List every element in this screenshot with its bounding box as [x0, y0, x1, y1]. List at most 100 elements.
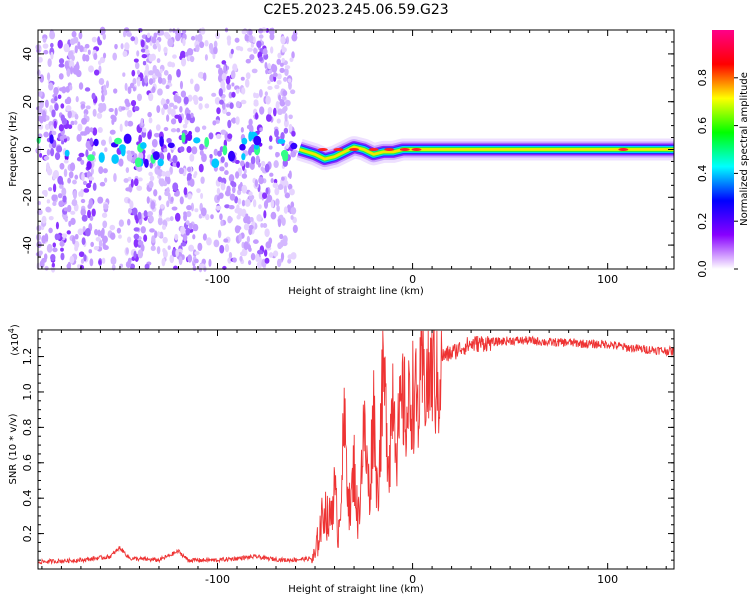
noise-blob [133, 178, 139, 187]
noise-blob [125, 101, 131, 107]
noise-blob [167, 105, 172, 115]
noise-blob [147, 111, 152, 118]
noise-blob [164, 175, 171, 183]
noise-blob [170, 108, 176, 117]
noise-blob [159, 231, 164, 239]
noise-blob [248, 191, 253, 196]
noise-blob [59, 162, 65, 170]
noise-blob [98, 166, 104, 174]
noise-blob [273, 178, 278, 184]
noise-blob [81, 237, 86, 246]
noise-blob [284, 65, 291, 70]
noise-blob [162, 247, 166, 253]
noise-blob [57, 39, 63, 49]
noise-blob [236, 214, 241, 220]
noise-blob [64, 46, 70, 52]
noise-blob [163, 148, 168, 153]
noise-blob [220, 156, 225, 163]
noise-blob [72, 190, 77, 200]
noise-blob [48, 227, 53, 234]
noise-blob [197, 71, 204, 79]
noise-blob [174, 212, 181, 222]
noise-blob [277, 218, 282, 228]
noise-blob [204, 103, 210, 109]
ridge-band [299, 146, 674, 160]
noise-blob [243, 223, 250, 231]
noise-blob [185, 227, 191, 236]
noise-blob [235, 171, 240, 179]
noise-blob [125, 187, 132, 192]
ridge-peak [368, 148, 379, 151]
noise-blob [159, 178, 165, 187]
noise-blob [235, 45, 242, 51]
noise-blob [176, 68, 181, 78]
noise-blob [76, 134, 82, 142]
noise-blob [263, 210, 267, 219]
noise-blob [290, 89, 296, 95]
noise-blob [125, 261, 131, 269]
noise-blob [282, 90, 288, 97]
noise-blob [72, 36, 79, 44]
noise-blob [161, 257, 166, 267]
noise-hotspot [152, 151, 160, 160]
noise-blob [180, 225, 186, 235]
noise-blob [211, 92, 217, 97]
noise-blob [283, 127, 289, 134]
noise-blob [186, 109, 191, 114]
noise-blob [219, 244, 225, 254]
noise-blob [160, 204, 165, 209]
noise-blob [263, 249, 268, 257]
noise-blob [92, 108, 97, 117]
noise-blob [45, 115, 50, 121]
noise-blob [102, 220, 108, 229]
noise-blob [226, 111, 231, 116]
noise-blob [125, 167, 130, 173]
noise-blob [60, 114, 66, 122]
noise-blob [132, 77, 137, 85]
noise-blob [232, 257, 237, 263]
noise-blob [176, 127, 181, 133]
noise-blob [42, 37, 47, 43]
noise-blob [234, 159, 240, 164]
noise-blob [217, 229, 222, 239]
noise-blob [250, 156, 256, 165]
noise-blob [194, 208, 199, 213]
noise-blob [74, 113, 79, 120]
noise-blob [69, 255, 75, 264]
noise-blob [136, 50, 140, 57]
noise-blob [195, 44, 200, 53]
noise-blob [289, 57, 294, 63]
noise-blob [113, 88, 118, 94]
noise-hotspot [114, 137, 123, 145]
noise-blob [85, 149, 89, 158]
noise-blob [151, 138, 158, 148]
noise-blob [275, 198, 280, 207]
noise-blob [248, 118, 253, 126]
noise-blob [270, 211, 277, 220]
noise-blob [136, 93, 142, 102]
noise-blob [63, 159, 69, 164]
noise-blob [78, 251, 85, 258]
noise-blob [66, 263, 70, 269]
noise-blob [173, 191, 180, 197]
noise-blob [54, 96, 58, 102]
noise-blob [213, 46, 218, 55]
noise-blob [56, 145, 63, 153]
noise-blob [136, 165, 143, 172]
noise-blob [58, 200, 65, 208]
noise-blob [52, 247, 58, 253]
noise-blob [137, 177, 143, 182]
noise-blob [137, 249, 144, 259]
noise-blob [109, 129, 116, 135]
noise-blob [246, 235, 251, 243]
noise-blob [244, 199, 251, 207]
colorbar-strip [712, 30, 734, 269]
noise-blob [151, 86, 156, 93]
snr-x-axis-label: Height of straight line (km) [288, 584, 424, 595]
noise-blob [61, 233, 68, 239]
noise-blob [267, 107, 273, 114]
noise-blob [165, 217, 171, 222]
noise-blob [187, 94, 193, 102]
noise-blob [46, 199, 51, 204]
noise-blob [124, 120, 129, 127]
